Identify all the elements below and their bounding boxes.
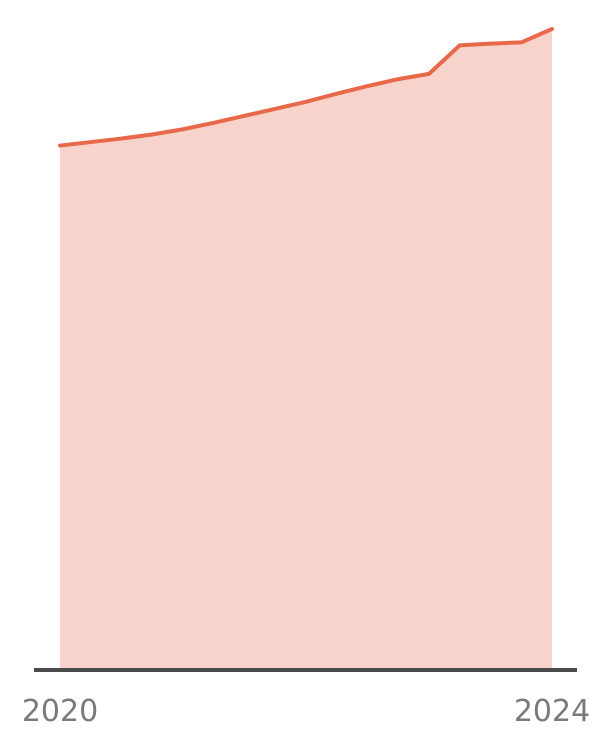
x-tick-label-end: 2024	[514, 694, 590, 729]
data-point	[120, 137, 124, 141]
data-point	[335, 92, 339, 96]
data-point	[150, 132, 154, 136]
data-point	[89, 140, 93, 144]
data-point	[519, 40, 523, 44]
data-point	[212, 121, 216, 125]
data-point	[58, 144, 62, 148]
data-point	[366, 84, 370, 88]
data-point	[304, 100, 308, 104]
data-point	[396, 77, 400, 81]
x-tick-label-start: 2020	[22, 694, 98, 729]
series-line	[58, 27, 554, 148]
data-point	[243, 114, 247, 118]
data-point	[458, 43, 462, 47]
data-point	[489, 42, 493, 46]
data-point	[273, 107, 277, 111]
data-point	[427, 72, 431, 76]
area-fill	[60, 29, 552, 670]
data-point	[181, 127, 185, 131]
data-point	[550, 27, 554, 31]
